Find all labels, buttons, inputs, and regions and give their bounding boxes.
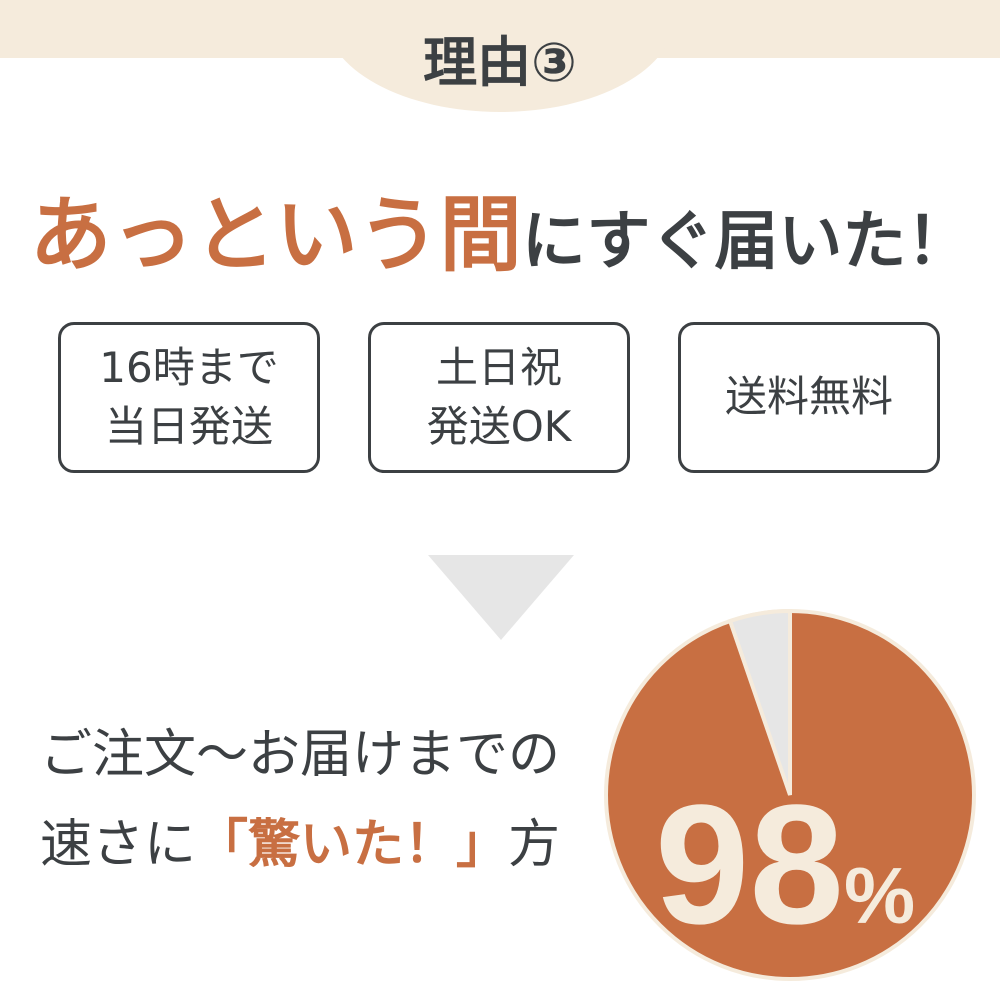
feature-free-shipping: 送料無料 <box>678 322 940 473</box>
statement-prefix: 速さに <box>40 815 197 875</box>
headline-part3: にすぐ届いた！ <box>521 205 971 279</box>
pie-remainder-slice <box>727 608 792 796</box>
statement-suffix: 方 <box>508 815 561 875</box>
headline: あっという間にすぐ届いた！ <box>0 168 1000 287</box>
statement-line2: 速さに「驚いた！」方 <box>40 802 560 877</box>
feature-same-day: 16時まで 当日発送 <box>58 322 320 473</box>
feature-weekend: 土日祝 発送OK <box>368 322 630 473</box>
down-arrow-icon <box>428 555 574 640</box>
statement-line1: ご注文〜お届けまでの <box>40 725 561 785</box>
pie-value-label: 98% <box>655 770 915 960</box>
headline-part2: 間 <box>439 188 522 283</box>
pie-chart: 98% <box>604 608 976 981</box>
reason-title: 理由③ <box>423 31 577 94</box>
headline-part1: あっという <box>29 188 440 283</box>
statement-accent: 「驚いた！」 <box>196 815 509 875</box>
